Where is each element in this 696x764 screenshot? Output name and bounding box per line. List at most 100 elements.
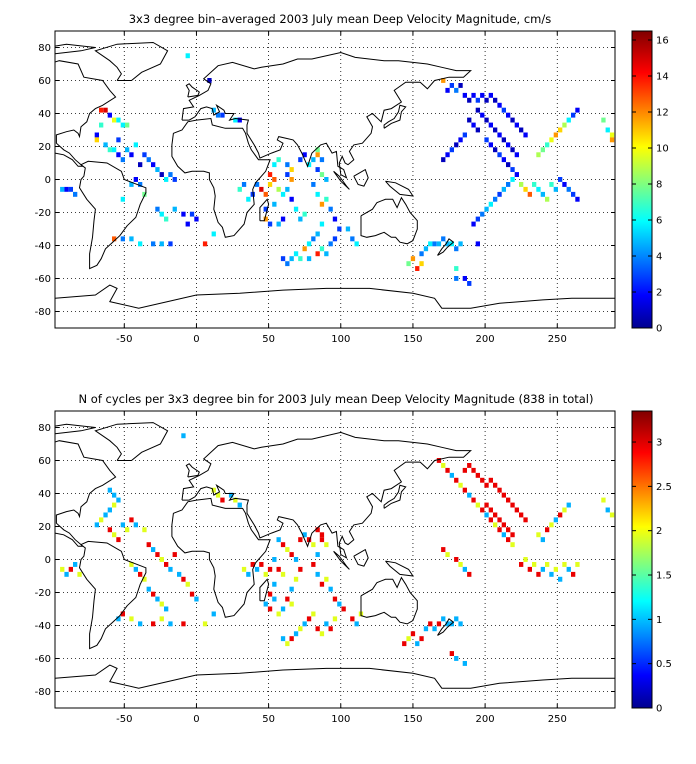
data-cell — [540, 537, 545, 543]
data-cell — [575, 196, 580, 202]
data-cell — [545, 527, 550, 533]
data-cell — [419, 636, 424, 642]
data-cell — [510, 117, 515, 123]
data-cell — [272, 201, 277, 207]
data-cell — [415, 641, 420, 647]
data-cell — [168, 566, 173, 572]
data-cell — [462, 276, 467, 281]
data-cell — [506, 497, 511, 503]
data-cell — [506, 142, 511, 148]
data-cell — [480, 112, 485, 118]
data-cell — [129, 152, 134, 158]
data-cell — [311, 562, 316, 567]
colorbar-frame — [631, 30, 653, 329]
colorbar-gradient — [632, 411, 652, 708]
data-cell — [211, 611, 216, 617]
data-cell — [315, 152, 320, 158]
data-cell — [263, 571, 268, 577]
data-cell — [441, 616, 446, 622]
data-cell — [298, 157, 303, 163]
data-cell — [337, 601, 342, 607]
data-cell — [120, 611, 125, 617]
y-tick-label: 20 — [38, 142, 51, 153]
coastline-new-guinea — [385, 560, 414, 577]
colorbar-gradient — [632, 31, 652, 328]
coastline-africa — [171, 497, 271, 618]
data-cell — [423, 626, 429, 632]
data-cell — [549, 571, 554, 577]
data-cell — [480, 211, 485, 217]
data-cell — [306, 241, 312, 247]
data-cell — [202, 621, 208, 627]
data-cell — [510, 147, 515, 153]
data-cell — [146, 157, 151, 163]
data-cell — [480, 92, 485, 98]
data-cell — [549, 522, 554, 528]
data-cell — [181, 211, 186, 217]
data-cell — [501, 492, 506, 498]
data-cell — [298, 256, 303, 262]
data-cell — [120, 236, 125, 242]
data-cell — [523, 132, 528, 138]
data-cell — [103, 512, 108, 518]
data-cell — [289, 601, 294, 607]
data-cell — [172, 177, 177, 182]
data-cell — [475, 216, 480, 222]
data-cell — [571, 112, 576, 118]
data-cell — [315, 191, 320, 197]
coastline-new-guinea — [385, 180, 414, 197]
data-cell — [324, 542, 329, 548]
data-cell — [445, 621, 450, 627]
data-cell — [64, 186, 69, 192]
data-cell — [289, 196, 294, 202]
data-cell — [202, 241, 208, 247]
data-cell — [285, 547, 290, 552]
data-cell — [293, 251, 299, 257]
y-tick-label: 20 — [38, 522, 51, 533]
data-cell — [211, 107, 216, 113]
colorbar-tick-label: 12 — [656, 108, 669, 119]
data-cell — [181, 433, 186, 439]
data-cell — [462, 467, 467, 473]
data-cell — [142, 527, 147, 533]
data-cell — [319, 246, 325, 252]
data-cell — [510, 542, 515, 548]
data-cell — [493, 512, 498, 518]
data-cell — [159, 241, 164, 247]
data-cell — [159, 616, 164, 622]
data-cell — [133, 177, 138, 182]
data-cell — [293, 206, 299, 212]
data-cell — [454, 557, 459, 562]
data-cell — [94, 132, 99, 138]
data-cell — [185, 581, 190, 587]
data-cell — [566, 566, 571, 572]
data-cell — [467, 492, 472, 498]
data-cell — [553, 566, 558, 572]
top-map-panel: 3x3 degree bin–averaged 2003 July mean D… — [35, 12, 669, 345]
data-cell — [276, 221, 281, 227]
data-cell — [220, 497, 225, 503]
data-cell — [523, 557, 528, 562]
data-cell — [237, 117, 242, 123]
data-cell — [471, 467, 476, 473]
data-cell — [293, 576, 299, 582]
coastlines — [55, 422, 615, 689]
data-cell — [441, 78, 446, 83]
data-cell — [146, 586, 151, 592]
data-cell — [332, 216, 338, 222]
data-cell — [164, 562, 169, 567]
data-cell — [116, 497, 121, 503]
data-cell — [475, 97, 480, 103]
data-cell — [129, 616, 134, 622]
data-cell — [138, 182, 143, 187]
data-cell — [276, 611, 281, 617]
data-cell — [159, 211, 164, 217]
data-cell — [267, 172, 273, 177]
data-cell — [298, 216, 303, 222]
data-cell — [285, 596, 290, 602]
data-cell — [254, 566, 260, 572]
y-tick-label: 60 — [38, 456, 51, 467]
data-cell — [415, 266, 420, 271]
data-cell — [129, 517, 134, 523]
data-cell — [129, 236, 134, 242]
